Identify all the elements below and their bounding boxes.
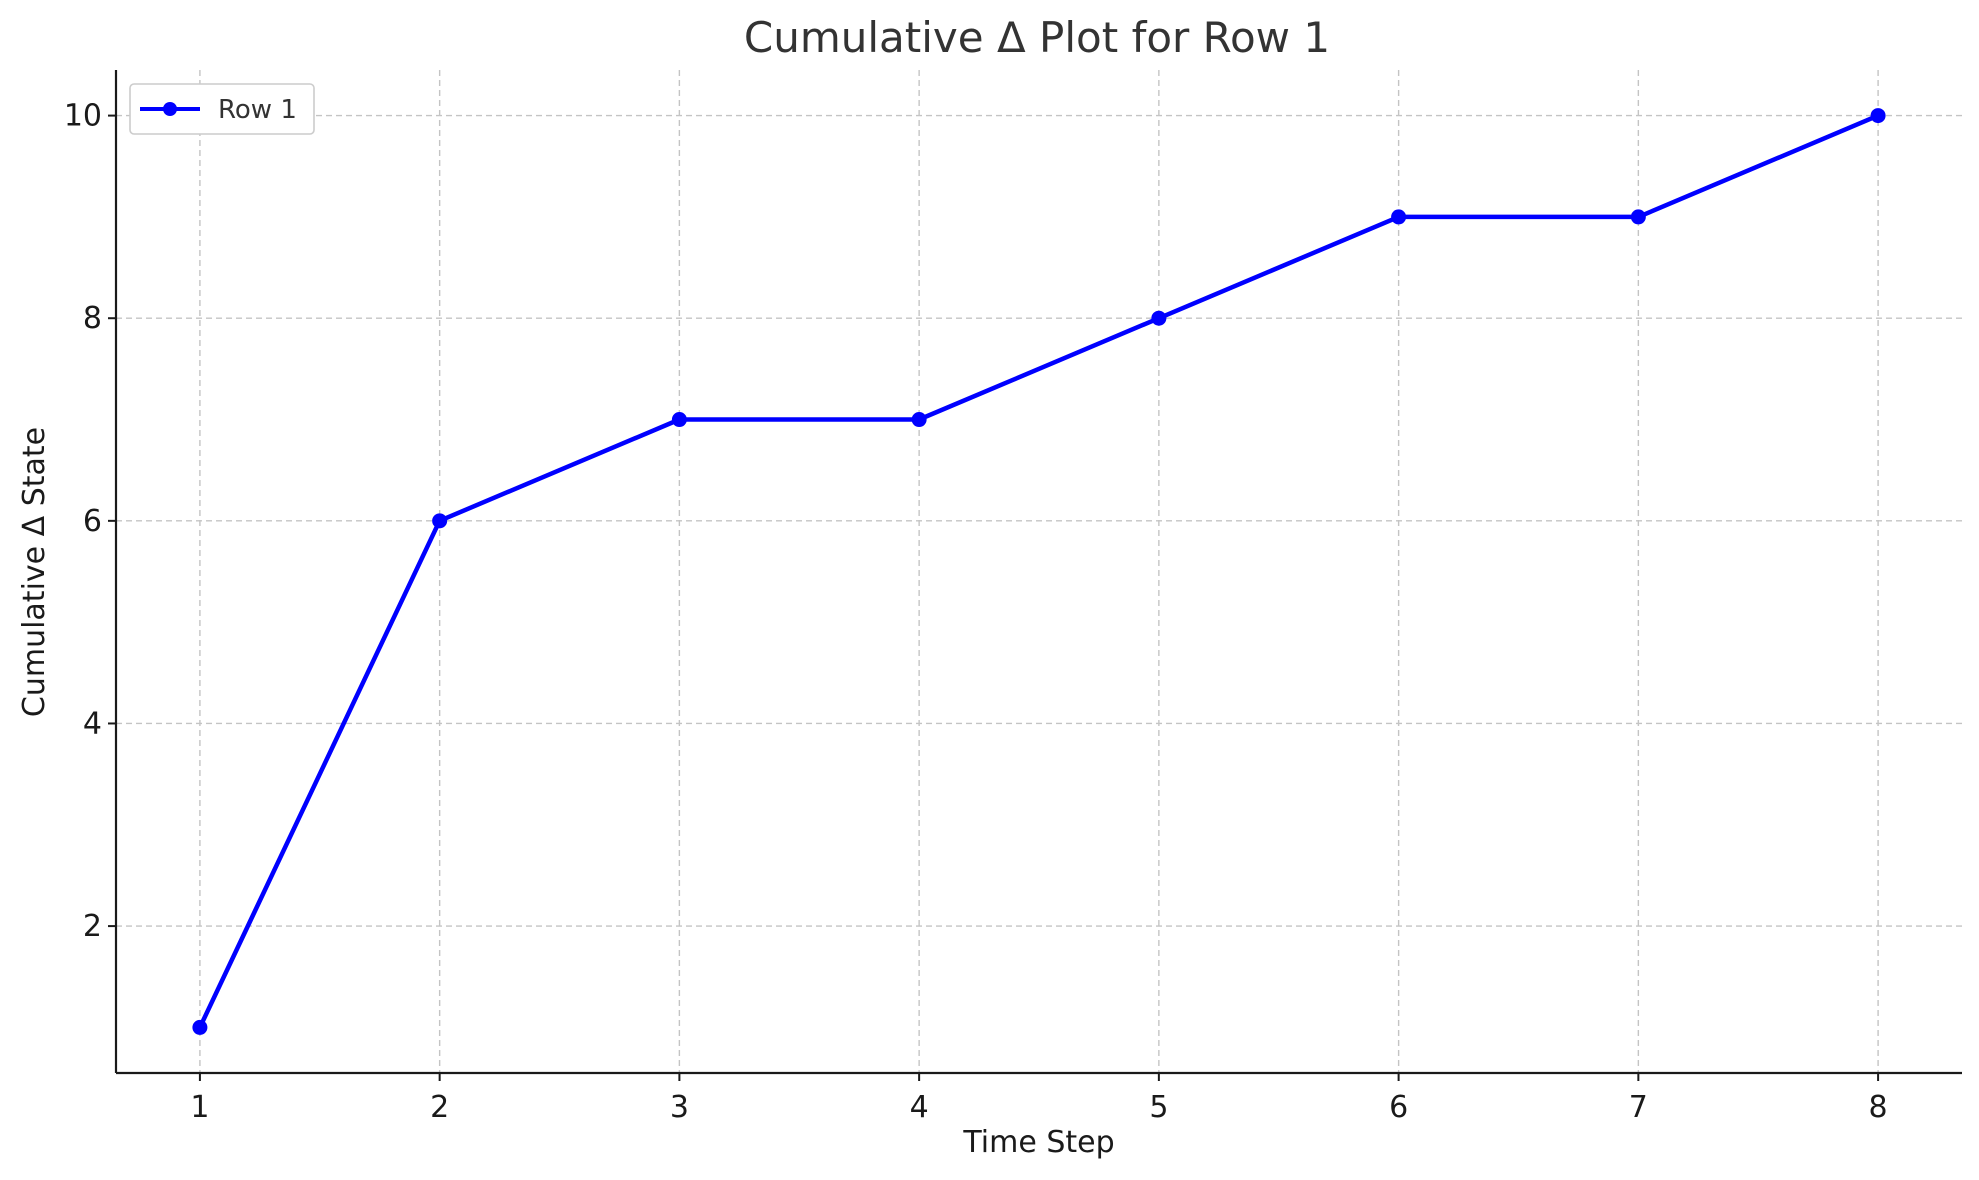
series-layer xyxy=(192,108,1886,1035)
data-point xyxy=(911,412,927,428)
legend: Row 1 xyxy=(129,83,315,135)
x-tick-label: 2 xyxy=(430,1090,449,1125)
x-tick-label: 3 xyxy=(670,1090,689,1125)
series-line-row-1 xyxy=(197,113,1879,1029)
y-ticks: 2 4 6 8 10 xyxy=(64,99,116,944)
y-tick-label: 10 xyxy=(64,99,102,134)
data-point xyxy=(432,513,448,529)
x-tick-label: 5 xyxy=(1149,1090,1168,1125)
data-point xyxy=(1870,108,1886,124)
x-tick-label: 6 xyxy=(1389,1090,1408,1125)
data-point xyxy=(192,1019,208,1035)
x-tick-label: 7 xyxy=(1629,1090,1648,1125)
axes xyxy=(114,70,1962,1075)
y-axis-label: Cumulative Δ State xyxy=(17,427,52,717)
y-tick-label: 8 xyxy=(83,301,102,336)
data-point xyxy=(671,412,687,428)
legend-box xyxy=(129,83,315,135)
chart-title: Cumulative Δ Plot for Row 1 xyxy=(744,13,1330,62)
y-tick-label: 2 xyxy=(83,909,102,944)
y-tick-label: 6 xyxy=(83,504,102,539)
x-axis-label: Time Step xyxy=(962,1125,1114,1160)
y-tick-label: 4 xyxy=(83,706,102,741)
x-tick-label: 8 xyxy=(1869,1090,1888,1125)
data-point xyxy=(1630,209,1646,225)
legend-label-row-1: Row 1 xyxy=(218,95,297,125)
x-ticks: 1 2 3 4 5 6 7 8 xyxy=(190,1073,1888,1125)
grid xyxy=(116,70,1962,1073)
legend-marker-swatch xyxy=(163,102,177,116)
x-tick-label: 4 xyxy=(910,1090,929,1125)
x-tick-label: 1 xyxy=(190,1090,209,1125)
data-point xyxy=(1391,209,1407,225)
data-point xyxy=(1151,310,1167,326)
